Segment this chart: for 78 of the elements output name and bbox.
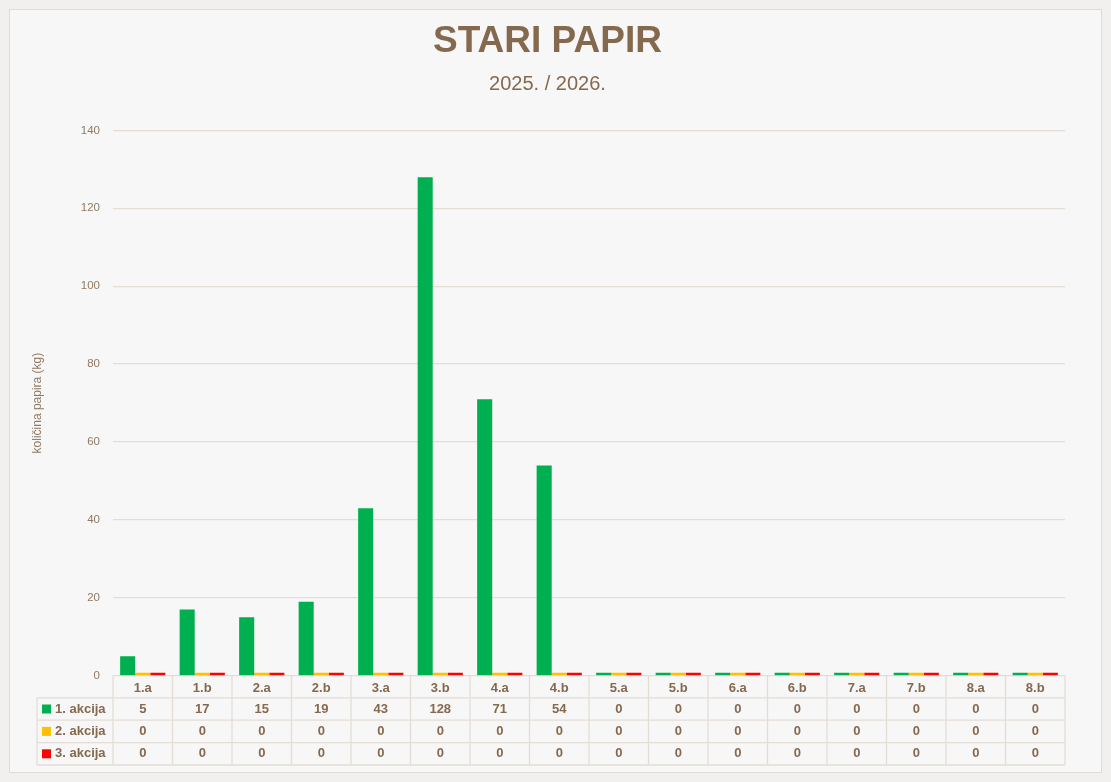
data-label: 0 <box>853 745 861 761</box>
data-label: 0 <box>436 745 444 761</box>
data-label: 0 <box>258 722 266 738</box>
data-label: 0 <box>615 722 623 738</box>
x-tick-label: 3.a <box>371 680 391 696</box>
data-label: 0 <box>317 745 325 761</box>
x-tick-label: 6.a <box>728 680 748 696</box>
chart-title: STARI PAPIR <box>433 19 662 61</box>
data-label: 5 <box>139 700 147 716</box>
data-label: 0 <box>793 722 801 738</box>
chart-subtitle: 2025. / 2026. <box>489 71 606 94</box>
data-label: 0 <box>496 722 504 738</box>
data-label: 19 <box>314 700 329 716</box>
data-label: 0 <box>912 745 920 761</box>
data-label: 43 <box>373 700 388 716</box>
data-label: 54 <box>552 700 568 716</box>
y-tick-label: 100 <box>80 279 100 292</box>
data-label: 0 <box>972 700 980 716</box>
data-label: 0 <box>853 722 861 738</box>
data-label: 0 <box>258 745 266 761</box>
data-label: 0 <box>912 700 920 716</box>
y-tick-label: 120 <box>80 201 100 214</box>
x-tick-label: 5.b <box>668 680 688 696</box>
data-label: 128 <box>429 700 452 716</box>
data-label: 0 <box>793 700 801 716</box>
x-tick-label: 8.a <box>966 680 986 696</box>
x-tick-label: 8.b <box>1025 680 1045 696</box>
data-label: 0 <box>734 700 742 716</box>
y-tick-label: 80 <box>87 357 100 370</box>
data-label: 0 <box>377 745 385 761</box>
data-label: 0 <box>139 722 147 738</box>
x-tick-label: 3.b <box>430 680 450 696</box>
x-tick-label: 4.b <box>549 680 569 696</box>
x-tick-label: 2.a <box>252 680 272 696</box>
data-label: 0 <box>793 745 801 761</box>
data-label: 0 <box>139 745 147 761</box>
x-tick-label: 7.b <box>906 680 926 696</box>
data-label: 0 <box>912 722 920 738</box>
data-label: 0 <box>1031 722 1039 738</box>
y-tick-label: 40 <box>87 513 100 526</box>
data-label: 0 <box>972 722 980 738</box>
data-label: 0 <box>1031 745 1039 761</box>
x-tick-label: 1.a <box>133 680 153 696</box>
data-label: 0 <box>853 700 861 716</box>
data-label: 0 <box>734 722 742 738</box>
legend-label: 3. akcija <box>55 745 107 761</box>
data-label: 0 <box>555 745 563 761</box>
data-label: 0 <box>615 745 623 761</box>
y-tick-label: 140 <box>80 123 100 136</box>
y-axis-title: količina papira (kg) <box>29 352 44 454</box>
data-label: 0 <box>615 700 623 716</box>
legend-label: 1. akcija <box>55 700 107 716</box>
x-tick-label: 2.b <box>311 680 331 696</box>
y-tick-label: 20 <box>87 591 100 604</box>
x-tick-label: 5.a <box>609 680 629 696</box>
data-label: 0 <box>436 722 444 738</box>
data-label: 0 <box>317 722 325 738</box>
legend-label: 2. akcija <box>55 722 107 738</box>
data-label: 0 <box>674 722 682 738</box>
data-label: 17 <box>195 700 210 716</box>
data-label: 0 <box>674 745 682 761</box>
x-tick-label: 4.a <box>490 680 510 696</box>
data-label: 0 <box>198 722 206 738</box>
x-tick-label: 1.b <box>192 680 212 696</box>
data-label: 0 <box>972 745 980 761</box>
y-tick-label: 0 <box>93 668 100 681</box>
data-label: 0 <box>198 745 206 761</box>
data-label: 0 <box>377 722 385 738</box>
data-label: 0 <box>674 700 682 716</box>
y-tick-label: 60 <box>87 435 100 448</box>
x-tick-label: 6.b <box>787 680 807 696</box>
data-label: 15 <box>254 700 269 716</box>
data-label: 0 <box>555 722 563 738</box>
data-label: 71 <box>492 700 507 716</box>
data-label: 0 <box>734 745 742 761</box>
data-label: 0 <box>496 745 504 761</box>
x-tick-label: 7.a <box>847 680 867 696</box>
data-label: 0 <box>1031 700 1039 716</box>
